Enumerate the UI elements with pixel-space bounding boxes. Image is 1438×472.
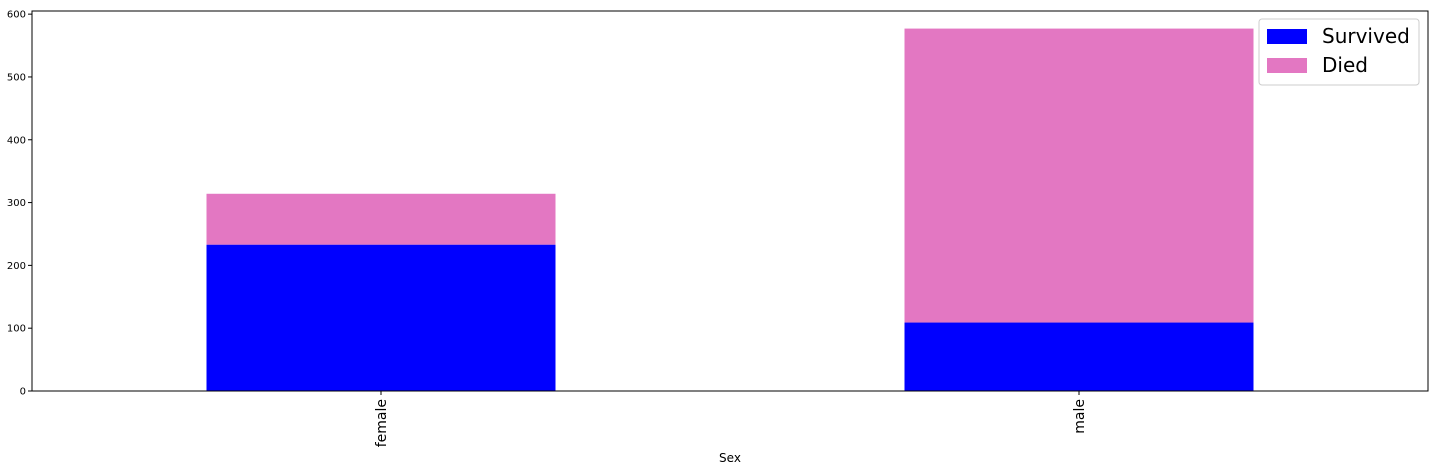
y-tick-label: 300 bbox=[7, 198, 26, 209]
y-tick-label: 600 bbox=[7, 10, 26, 21]
x-axis: female male bbox=[374, 391, 1088, 447]
x-tick-label-female: female bbox=[374, 399, 390, 447]
plot-frame bbox=[31, 10, 1429, 392]
x-axis-label: Sex bbox=[719, 451, 741, 465]
y-tick-label: 200 bbox=[7, 261, 26, 272]
legend-label-survived: Survived bbox=[1322, 24, 1410, 48]
x-tick-label-male: male bbox=[1072, 399, 1088, 434]
legend-label-died: Died bbox=[1322, 53, 1368, 77]
bar-died-male bbox=[904, 28, 1254, 323]
legend-swatch-died bbox=[1267, 58, 1307, 73]
y-tick-label: 400 bbox=[7, 135, 26, 146]
y-axis: 0 100 200 300 400 500 600 bbox=[7, 10, 32, 398]
y-tick-label: 100 bbox=[7, 324, 26, 335]
bar-survived-male bbox=[904, 322, 1254, 391]
legend-swatch-survived bbox=[1267, 29, 1307, 44]
y-tick-label: 0 bbox=[20, 387, 26, 398]
bar-died-female bbox=[206, 193, 556, 245]
bars-layer bbox=[206, 28, 1254, 391]
y-tick-label: 500 bbox=[7, 72, 26, 83]
bar-survived-female bbox=[206, 244, 556, 391]
legend: Survived Died bbox=[1258, 18, 1420, 86]
